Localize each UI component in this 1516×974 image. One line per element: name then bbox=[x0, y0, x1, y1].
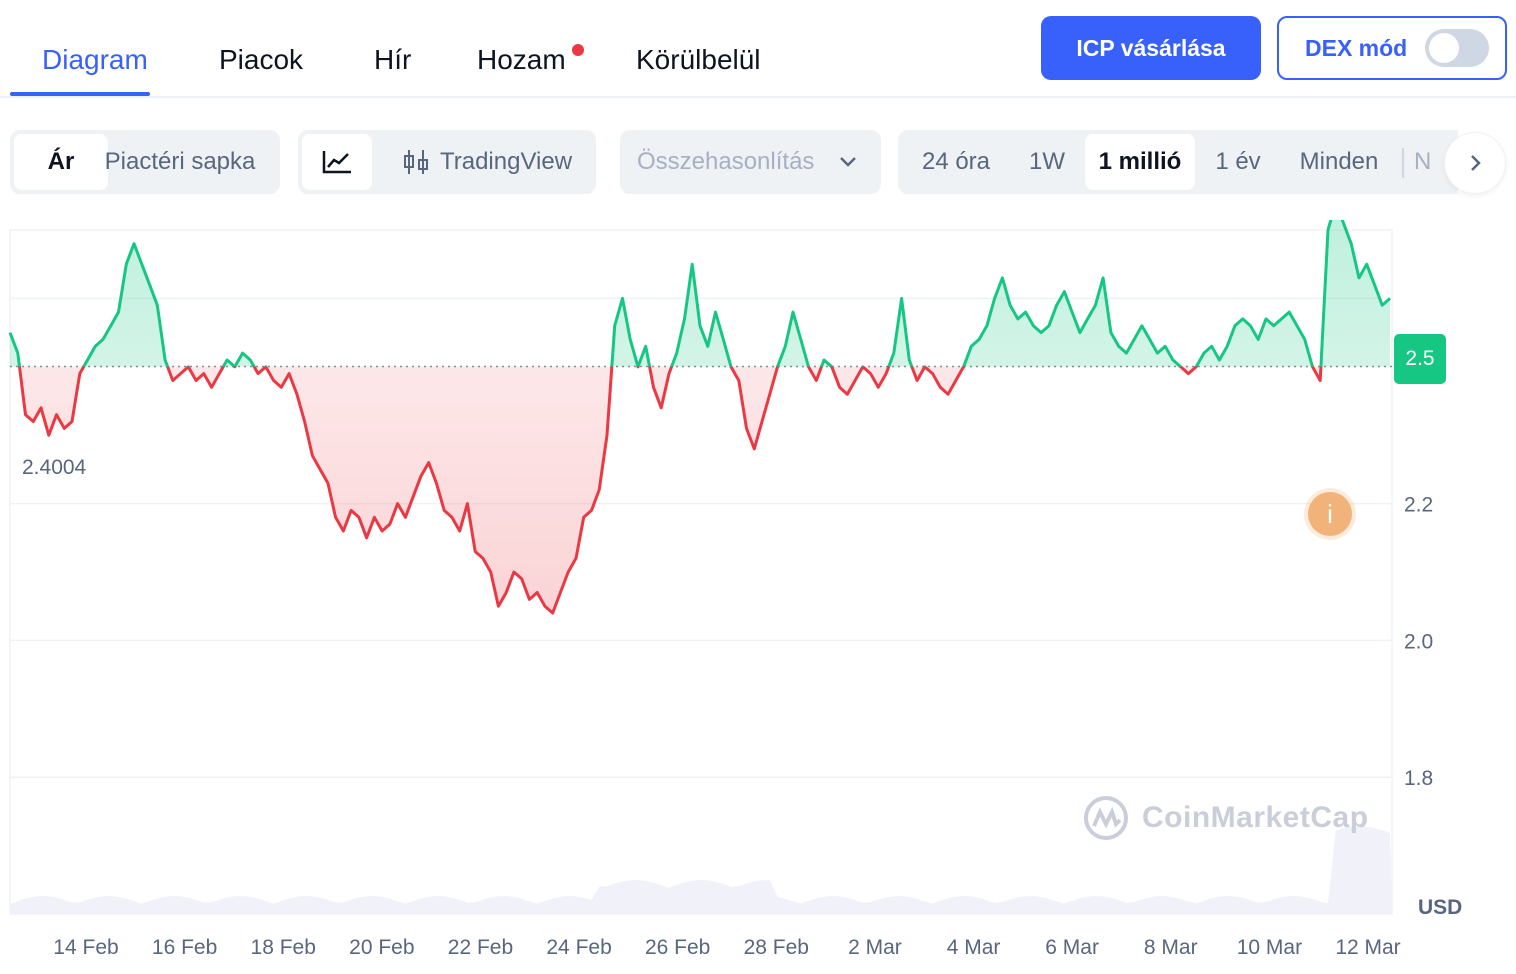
x-tick-label: 18 Feb bbox=[251, 936, 316, 959]
candlestick-icon bbox=[403, 150, 428, 174]
x-tick-label: 4 Mar bbox=[947, 936, 1001, 959]
compare-placeholder: Összehasonlítás bbox=[637, 148, 815, 175]
range-all[interactable]: Minden bbox=[1299, 148, 1379, 175]
dex-mode-label: DEX mód bbox=[1305, 34, 1408, 61]
x-tick-label: 28 Feb bbox=[744, 936, 809, 959]
toggle-knob bbox=[1429, 33, 1459, 63]
y-tick-label: 2.2 bbox=[1404, 494, 1433, 517]
scroll-right-button[interactable] bbox=[1444, 132, 1506, 194]
x-tick-label: 14 Feb bbox=[53, 936, 118, 959]
reference-price-label: 2.4004 bbox=[22, 456, 87, 480]
chart-style-selector: TradingView bbox=[298, 130, 596, 194]
currency-label: USD bbox=[1418, 896, 1463, 919]
buy-icp-button[interactable]: ICP vásárlása bbox=[1041, 16, 1261, 80]
area-above-reference bbox=[10, 220, 1390, 367]
x-tick-label: 20 Feb bbox=[349, 936, 414, 959]
x-tick-label: 12 Mar bbox=[1335, 936, 1400, 959]
range-more[interactable]: N bbox=[1414, 148, 1432, 175]
y-tick-label: 1.8 bbox=[1404, 767, 1433, 790]
tab-piacok[interactable]: Piacok bbox=[219, 44, 304, 75]
tab-korulbelul[interactable]: Körülbelül bbox=[636, 44, 761, 75]
top-nav: Diagram Piacok Hír Hozam Körülbelül ICP … bbox=[0, 0, 1516, 98]
range-1y[interactable]: 1 év bbox=[1215, 148, 1261, 175]
area-below-reference bbox=[19, 366, 1321, 613]
x-tick-label: 8 Mar bbox=[1144, 936, 1198, 959]
coinmarketcap-logo-icon bbox=[1084, 796, 1128, 840]
dex-mode-toggle[interactable] bbox=[1425, 29, 1489, 67]
price-line-up bbox=[8, 220, 1391, 367]
tradingview-label: TradingView bbox=[439, 148, 573, 175]
volume-area bbox=[10, 826, 1392, 914]
chevron-right-icon bbox=[1471, 155, 1481, 171]
x-tick-label: 24 Feb bbox=[546, 936, 611, 959]
active-tab-indicator bbox=[10, 92, 150, 96]
line-chart-button[interactable] bbox=[302, 134, 372, 190]
time-range-selector: 24 óra 1W 1 millió 1 év Minden N bbox=[898, 130, 1458, 194]
x-tick-label: 2 Mar bbox=[848, 936, 902, 959]
tab-diagram[interactable]: Diagram bbox=[42, 44, 148, 75]
chevron-down-icon bbox=[840, 157, 856, 167]
info-icon[interactable]: i bbox=[1307, 492, 1352, 536]
watermark-text: CoinMarketCap bbox=[1142, 801, 1369, 834]
x-tick-label: 26 Feb bbox=[645, 936, 710, 959]
tab-hozam[interactable]: Hozam bbox=[477, 44, 566, 75]
metric-selector: Ár Piactéri sapka bbox=[10, 130, 280, 194]
line-chart-icon bbox=[322, 151, 351, 174]
current-price-tag: 2.5 bbox=[1394, 334, 1446, 384]
range-divider bbox=[1402, 148, 1404, 178]
dex-mode-button[interactable]: DEX mód bbox=[1277, 16, 1507, 80]
range-24h[interactable]: 24 óra bbox=[921, 148, 991, 175]
x-tick-label: 16 Feb bbox=[152, 936, 217, 959]
coinmarketcap-watermark: CoinMarketCap bbox=[1082, 794, 1369, 842]
x-tick-label: 22 Feb bbox=[448, 936, 513, 959]
tab-hir[interactable]: Hír bbox=[374, 44, 412, 75]
tradingview-button[interactable]: TradingView bbox=[394, 134, 580, 190]
y-tick-label: 2.0 bbox=[1404, 630, 1433, 653]
compare-dropdown[interactable]: Összehasonlítás bbox=[620, 130, 881, 194]
metric-price[interactable]: Ár bbox=[14, 134, 108, 190]
range-1w[interactable]: 1W bbox=[1029, 148, 1065, 175]
price-line-down bbox=[17, 366, 1323, 615]
metric-market-cap[interactable]: Piactéri sapka bbox=[104, 148, 256, 175]
range-1m[interactable]: 1 millió bbox=[1085, 134, 1195, 190]
x-tick-label: 10 Mar bbox=[1237, 936, 1302, 959]
notification-dot bbox=[572, 44, 584, 56]
x-tick-label: 6 Mar bbox=[1045, 936, 1099, 959]
